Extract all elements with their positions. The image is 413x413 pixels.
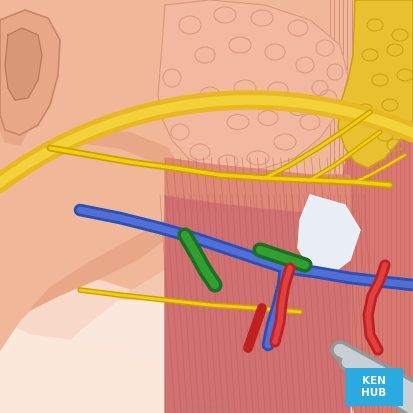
Polygon shape	[165, 195, 350, 413]
Polygon shape	[338, 0, 413, 168]
Polygon shape	[5, 28, 42, 100]
Polygon shape	[325, 0, 413, 413]
Text: www.kenhub.com: www.kenhub.com	[182, 406, 230, 411]
Text: KEN
HUB: KEN HUB	[361, 376, 387, 398]
Polygon shape	[0, 90, 185, 350]
Polygon shape	[0, 250, 130, 413]
Polygon shape	[30, 128, 185, 310]
Polygon shape	[0, 300, 413, 413]
Polygon shape	[0, 110, 28, 145]
Polygon shape	[0, 10, 60, 135]
Polygon shape	[298, 195, 360, 275]
FancyBboxPatch shape	[345, 368, 403, 406]
Polygon shape	[0, 320, 220, 413]
Polygon shape	[158, 0, 348, 172]
Polygon shape	[298, 195, 360, 275]
Polygon shape	[165, 158, 350, 212]
